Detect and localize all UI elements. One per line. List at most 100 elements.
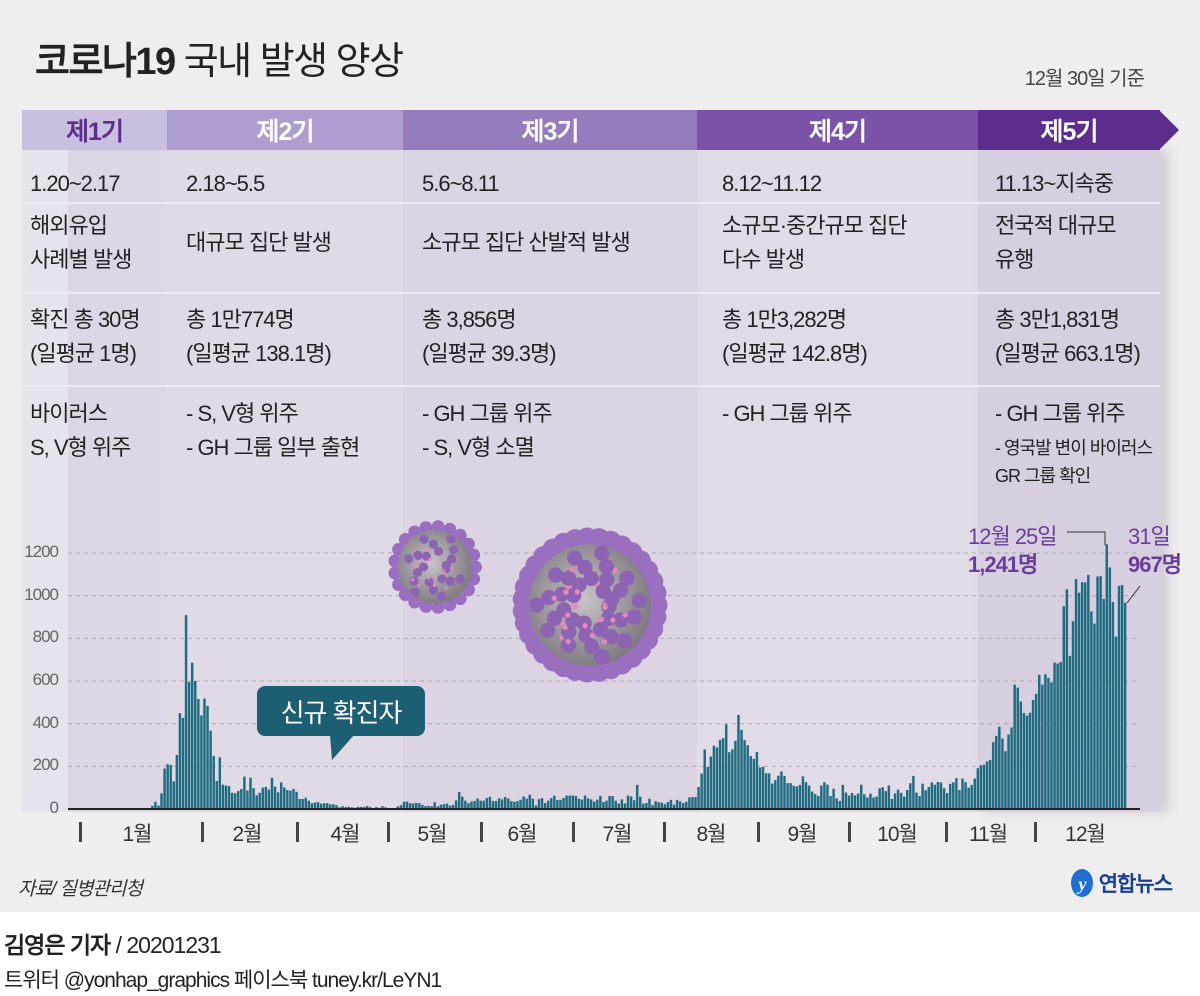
bar bbox=[795, 786, 799, 809]
bar bbox=[596, 799, 599, 809]
bar bbox=[381, 806, 384, 809]
phase-virus-type: - GH 그룹 위주 bbox=[995, 401, 1126, 426]
coronavirus-icon bbox=[388, 520, 482, 614]
y-tick-label: 1000 bbox=[24, 584, 59, 604]
phase-2-header: 제2기 bbox=[167, 110, 403, 150]
bar bbox=[261, 787, 265, 809]
bar bbox=[1077, 592, 1081, 809]
phase-description: 소규모·중간규모 집단 bbox=[722, 213, 908, 238]
bar bbox=[221, 784, 225, 809]
annotation-leader-line bbox=[1067, 531, 1106, 545]
yonhap-logo: y 연합뉴스 bbox=[1069, 868, 1173, 898]
bar bbox=[743, 740, 746, 809]
bar bbox=[270, 777, 274, 809]
bar bbox=[442, 804, 446, 809]
bar bbox=[887, 785, 891, 809]
phase-total: 확진 총 30명 bbox=[30, 307, 141, 332]
bar bbox=[537, 799, 541, 809]
bar bbox=[890, 798, 894, 809]
bar bbox=[184, 615, 188, 809]
bar bbox=[322, 803, 326, 809]
bar bbox=[783, 775, 786, 809]
bar bbox=[491, 800, 495, 809]
bar bbox=[553, 795, 556, 809]
bar bbox=[424, 806, 427, 809]
bar bbox=[930, 782, 934, 809]
bar bbox=[267, 789, 271, 809]
bar bbox=[642, 803, 645, 809]
bar bbox=[1053, 662, 1056, 809]
month-label: 11월 bbox=[968, 823, 1008, 846]
bar bbox=[715, 747, 719, 809]
bar bbox=[964, 782, 967, 809]
bar bbox=[764, 773, 768, 809]
bar bbox=[660, 802, 663, 809]
bar bbox=[586, 798, 590, 809]
phase-description: 해외유입 bbox=[30, 213, 108, 238]
social-links: 트위터 @yonhap_graphics 페이스북 tuney.kr/LeYN1 bbox=[4, 969, 442, 992]
bar bbox=[359, 806, 363, 809]
bar bbox=[577, 798, 581, 809]
bar bbox=[504, 797, 507, 809]
logo-text: 연합뉴스 bbox=[1098, 873, 1173, 896]
bar bbox=[448, 805, 452, 809]
bar bbox=[568, 795, 571, 809]
phase-total: 총 1만774명 bbox=[186, 307, 295, 332]
bar bbox=[942, 788, 946, 809]
month-label: 5월 bbox=[417, 823, 448, 846]
phase-virus-type: - GH 그룹 위주 bbox=[722, 401, 853, 426]
bar bbox=[436, 806, 439, 809]
bar bbox=[777, 775, 780, 809]
bar bbox=[896, 789, 900, 809]
bar bbox=[166, 764, 169, 809]
month-tick bbox=[663, 822, 666, 842]
bar bbox=[461, 796, 464, 809]
phase-virus-note: - 영국발 변이 바이러스 bbox=[995, 438, 1153, 458]
bar bbox=[703, 749, 706, 809]
bar bbox=[724, 724, 728, 809]
bar bbox=[685, 801, 688, 809]
bar bbox=[973, 778, 977, 809]
bar bbox=[936, 781, 940, 809]
bar bbox=[1047, 677, 1050, 809]
bar bbox=[915, 792, 918, 809]
bar bbox=[154, 801, 157, 809]
bar bbox=[746, 745, 749, 809]
bar bbox=[608, 795, 611, 809]
phase-total: 총 1만3,282명 bbox=[722, 307, 847, 332]
bar bbox=[347, 806, 350, 809]
source-text: 자료/ 질병관리청 bbox=[18, 879, 143, 900]
bar bbox=[200, 715, 203, 809]
bar bbox=[639, 796, 642, 809]
bar bbox=[1087, 574, 1090, 809]
phase-virus-note: GR 그룹 확인 bbox=[995, 466, 1091, 486]
bar bbox=[543, 803, 547, 809]
bar bbox=[203, 698, 206, 809]
bar bbox=[967, 787, 970, 809]
bar bbox=[332, 804, 335, 809]
month-tick bbox=[387, 822, 390, 842]
bar bbox=[651, 805, 654, 809]
month-tick bbox=[1034, 822, 1037, 842]
bar bbox=[396, 806, 400, 809]
bar bbox=[632, 800, 636, 809]
bar bbox=[476, 798, 479, 809]
bar bbox=[682, 803, 685, 809]
phase-virus-type: S, V형 위주 bbox=[30, 435, 131, 460]
bar bbox=[402, 801, 406, 809]
bar bbox=[510, 801, 513, 809]
bar bbox=[589, 799, 593, 809]
bar bbox=[197, 698, 200, 809]
bar bbox=[952, 782, 955, 809]
bar bbox=[982, 764, 986, 809]
row-divider bbox=[22, 385, 1160, 387]
bar bbox=[675, 799, 679, 809]
bar bbox=[580, 799, 584, 809]
bar bbox=[838, 800, 841, 809]
bar bbox=[243, 776, 246, 809]
series-callout: 신규 확진자 bbox=[257, 686, 425, 736]
bar bbox=[958, 790, 961, 809]
bar bbox=[513, 801, 516, 809]
bar bbox=[737, 714, 740, 809]
last-day-annotation: 31일 967명 bbox=[1128, 524, 1182, 577]
